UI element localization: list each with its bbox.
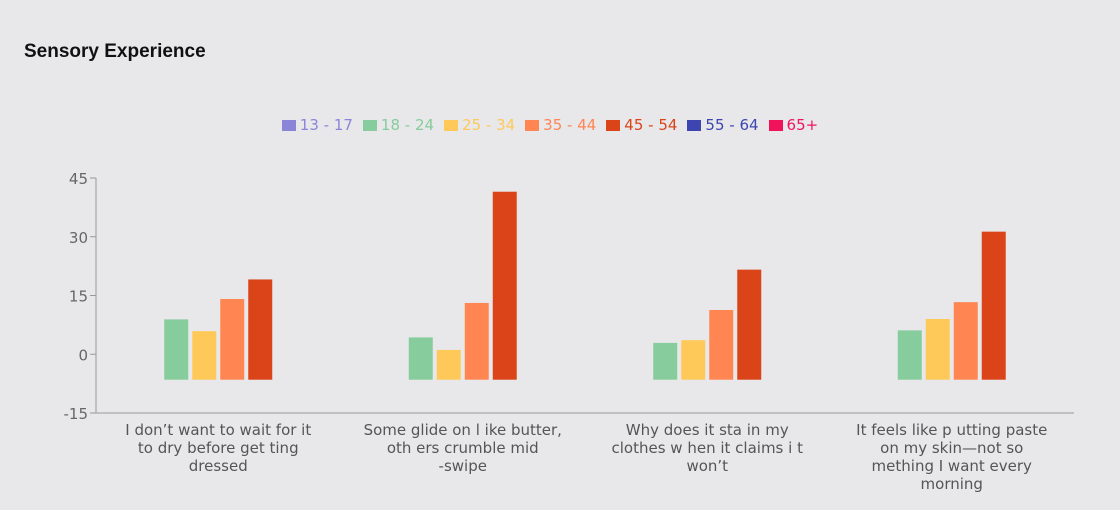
legend-label: 13 - 17 [299, 116, 353, 134]
y-tick-label: 30 [69, 229, 88, 247]
legend-swatch [687, 119, 702, 131]
x-category-label-line: mething I want every [872, 457, 1033, 475]
y-tick-label: 15 [69, 288, 88, 306]
bar [681, 340, 706, 380]
y-tick-label: 0 [78, 346, 88, 364]
legend-swatch [525, 119, 540, 131]
x-category-label-line: dressed [189, 457, 248, 475]
legend-item[interactable]: 13 - 17 [281, 116, 353, 134]
bar [953, 302, 978, 380]
bar [220, 299, 245, 380]
x-category-label-line: Why does it sta in my [626, 421, 789, 439]
x-category-label-line: Some glide on l ike butter, [364, 421, 562, 439]
chart-title: Sensory Experience [24, 41, 206, 62]
legend-label: 65+ [786, 116, 819, 134]
legend-swatch [362, 119, 377, 131]
legend-label: 35 - 44 [543, 116, 597, 134]
bar [164, 319, 189, 380]
legend-item[interactable]: 18 - 24 [362, 116, 435, 134]
legend-label: 55 - 64 [705, 116, 759, 134]
legend-item[interactable]: 25 - 34 [444, 116, 515, 134]
bar [464, 302, 489, 380]
x-category-label: It feels like p utting paste on my skin—n… [856, 421, 1047, 493]
x-category-label-line: -swipe [439, 457, 487, 475]
bar [709, 309, 734, 380]
legend-item[interactable]: 45 - 54 [606, 116, 677, 134]
y-tick-label: -15 [64, 405, 89, 423]
bar [248, 279, 273, 380]
bar [897, 330, 922, 380]
legend-label: 18 - 24 [380, 116, 435, 134]
x-category-label-line: oth ers crumble mid [387, 439, 539, 457]
x-category-label-line: I don’t want to wait for it [125, 421, 311, 439]
bar [653, 342, 678, 380]
bar [192, 331, 217, 380]
legend-swatch [606, 119, 621, 131]
x-category-label-line: It feels like p utting paste [856, 421, 1047, 439]
bar [408, 337, 433, 380]
legend-item[interactable]: 35 - 44 [525, 116, 596, 134]
bar [925, 319, 950, 380]
legend-item[interactable]: 55 - 64 [687, 116, 759, 134]
bar [436, 349, 461, 380]
legend-label: 25 - 34 [462, 116, 516, 134]
x-category-label: I don’t want to wait for it to dry before… [125, 421, 311, 475]
x-category-label: Why does it sta in my clothes w hen it cl… [612, 421, 804, 475]
legend-item[interactable]: 65+ [768, 116, 819, 134]
x-category-label: Some glide on l ike butter, oth ers crumb… [364, 421, 562, 475]
bar [981, 231, 1006, 380]
legend-swatch [444, 119, 459, 131]
chart-legend: 13 - 17 18 - 24 25 - 34 35 - 44 45 - 54 55 - … [0, 116, 1100, 134]
x-category-label-line: won’t [686, 457, 728, 475]
x-category-label-line: clothes w hen it claims i t [612, 439, 804, 457]
y-tick-label: 45 [69, 170, 88, 188]
bar [492, 191, 517, 380]
x-category-label-line: on my skin—not so [880, 439, 1023, 457]
bar [737, 269, 762, 380]
x-category-label-line: morning [921, 475, 983, 493]
legend-label: 45 - 54 [624, 116, 678, 134]
legend-swatch [281, 119, 296, 131]
x-category-label-line: to dry before get ting [138, 439, 299, 457]
legend-swatch [768, 119, 783, 131]
